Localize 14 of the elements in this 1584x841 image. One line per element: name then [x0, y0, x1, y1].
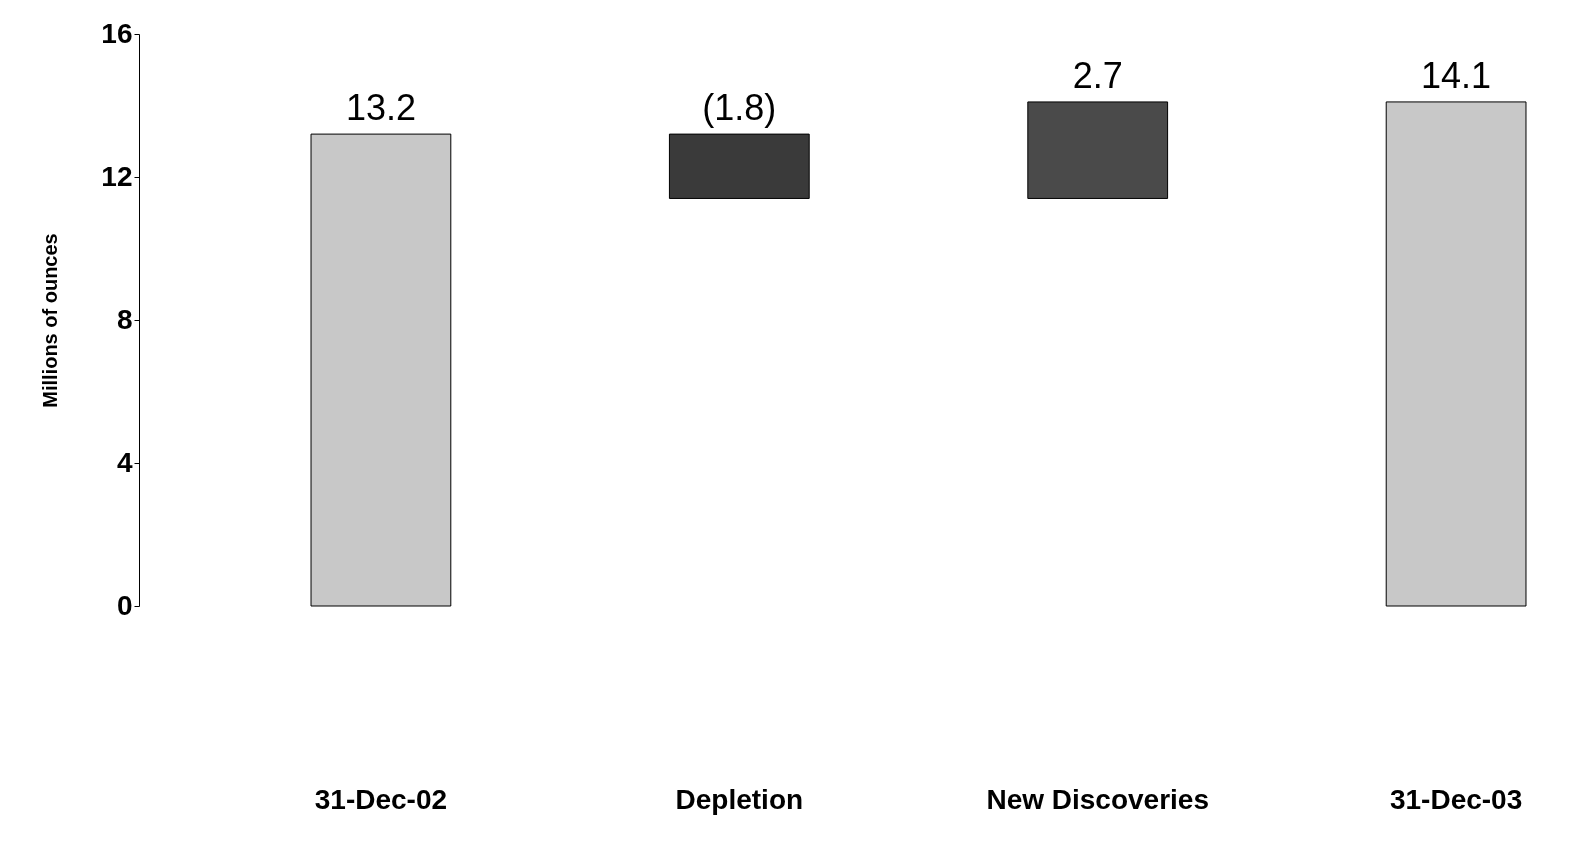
x-tick-label: 31-Dec-03: [1389, 783, 1523, 815]
x-tick-label: New Discoveries: [986, 783, 1209, 815]
x-tick-label: 31-Dec-02: [314, 783, 448, 815]
data-label: 13.2: [345, 87, 416, 129]
data-label: (1.8): [702, 87, 777, 129]
data-label: 14.1: [1421, 54, 1492, 96]
y-tick-label: 16: [101, 17, 133, 49]
data-label: 2.7: [1072, 54, 1123, 96]
y-tick-label: 12: [101, 160, 133, 192]
y-axis-title: Millions of ounces: [39, 233, 62, 408]
y-tick-label: 4: [116, 446, 133, 478]
y-tick-label: 0: [116, 589, 133, 621]
y-tick-label: 8: [116, 303, 133, 335]
x-tick-label: Depletion: [675, 783, 804, 815]
